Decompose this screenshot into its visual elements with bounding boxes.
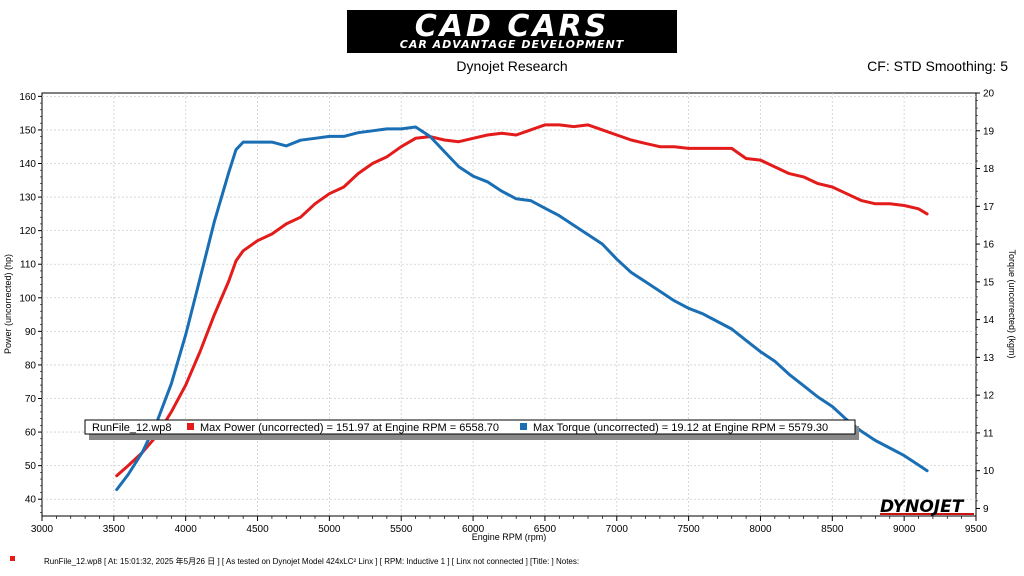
y-tick-label: 140 [19, 159, 36, 170]
torque-series-line [115, 125, 929, 492]
x-tick-label: 3000 [31, 524, 54, 535]
dynojet-watermark: DYNOJET [880, 497, 974, 517]
dyno-chart: 3000 3500 4000 4500 5000 5500 6000 6500 7000 7500… [3, 89, 1017, 543]
x-tick-label: 9000 [893, 524, 916, 535]
legend-power-text: Max Power (uncorrected) = 151.97 at Engi… [200, 422, 499, 434]
y-tick-label: 110 [20, 260, 36, 271]
y-tick-label: 150 [19, 125, 36, 136]
y2-tick-label: 9 [983, 504, 989, 515]
y-axis-ticks: 40 50 60 70 80 90 100 110 120 130 140 150 160 [19, 92, 42, 513]
legend-power-swatch [187, 423, 194, 430]
x-tick-label: 4000 [175, 524, 198, 535]
y-tick-label: 130 [19, 193, 36, 204]
plot-area [41, 92, 977, 517]
y-tick-label: 80 [25, 360, 37, 371]
x-tick-label: 8500 [821, 524, 844, 535]
correction-factor-label: CF: STD Smoothing: 5 [867, 58, 1008, 74]
y2-tick-label: 20 [983, 89, 995, 100]
x-tick-label: 6000 [462, 524, 485, 535]
footer-marker [10, 556, 15, 561]
y-tick-label: 90 [25, 327, 37, 338]
x-tick-label: 3500 [103, 524, 126, 535]
logo-subtext: CAR ADVANTAGE DEVELOPMENT [399, 38, 625, 51]
x-tick-label: 7500 [677, 524, 700, 535]
legend-torque-text: Max Torque (uncorrected) = 19.12 at Engi… [533, 422, 828, 434]
legend-torque-swatch [520, 423, 527, 430]
cad-cars-logo: CAD CARS CAR ADVANTAGE DEVELOPMENT [347, 10, 677, 53]
x-tick-label: 6500 [534, 524, 557, 535]
legend-file: RunFile_12.wp8 [92, 422, 172, 434]
series-lines [115, 123, 929, 492]
y2-axis-ticks: 9 10 11 12 13 14 15 16 17 18 19 20 [976, 89, 995, 515]
y-tick-label: 70 [25, 394, 37, 405]
x-tick-label: 8000 [749, 524, 772, 535]
x-axis-label: Engine RPM (rpm) [472, 532, 547, 542]
run-info-footer: RunFile_12.wp8 [ At: 15:01:32, 2025 年5月2… [44, 557, 580, 566]
y2-tick-label: 12 [983, 391, 995, 402]
y-tick-label: 100 [19, 293, 36, 304]
legend: RunFile_12.wp8 Max Power (uncorrected) =… [84, 419, 859, 440]
chart-subtitle: Dynojet Research [456, 58, 568, 74]
x-tick-label: 9500 [965, 524, 988, 535]
y2-axis-label: Torque (uncorrected) (kgm) [1007, 249, 1017, 358]
y-tick-label: 160 [19, 92, 36, 103]
y2-tick-label: 19 [983, 126, 995, 137]
power-series-line [115, 123, 929, 478]
y-tick-label: 40 [25, 495, 37, 506]
y2-tick-label: 17 [983, 202, 995, 213]
watermark-text: DYNOJET [880, 497, 965, 517]
y2-tick-label: 14 [983, 315, 995, 326]
logo-text: CAD CARS [414, 9, 610, 44]
y2-tick-label: 13 [983, 353, 995, 364]
y-tick-label: 50 [25, 461, 37, 472]
x-tick-label: 4500 [246, 524, 269, 535]
y2-tick-label: 10 [983, 466, 995, 477]
y-tick-label: 60 [25, 428, 37, 439]
gridlines [42, 93, 976, 516]
y-axis-label: Power (uncorrected) (hp) [3, 254, 13, 354]
x-tick-label: 5000 [318, 524, 341, 535]
x-tick-label: 7000 [606, 524, 629, 535]
watermark-underline [880, 513, 974, 515]
x-tick-label: 5500 [390, 524, 413, 535]
y2-tick-label: 16 [983, 240, 995, 251]
y2-tick-label: 11 [983, 428, 994, 439]
y2-tick-label: 18 [983, 164, 995, 175]
legend-box [84, 419, 856, 435]
y2-tick-label: 15 [983, 277, 995, 288]
x-axis-ticks: 3000 3500 4000 4500 5000 5500 6000 6500 7000 7500… [31, 516, 988, 535]
y-tick-label: 120 [19, 226, 36, 237]
